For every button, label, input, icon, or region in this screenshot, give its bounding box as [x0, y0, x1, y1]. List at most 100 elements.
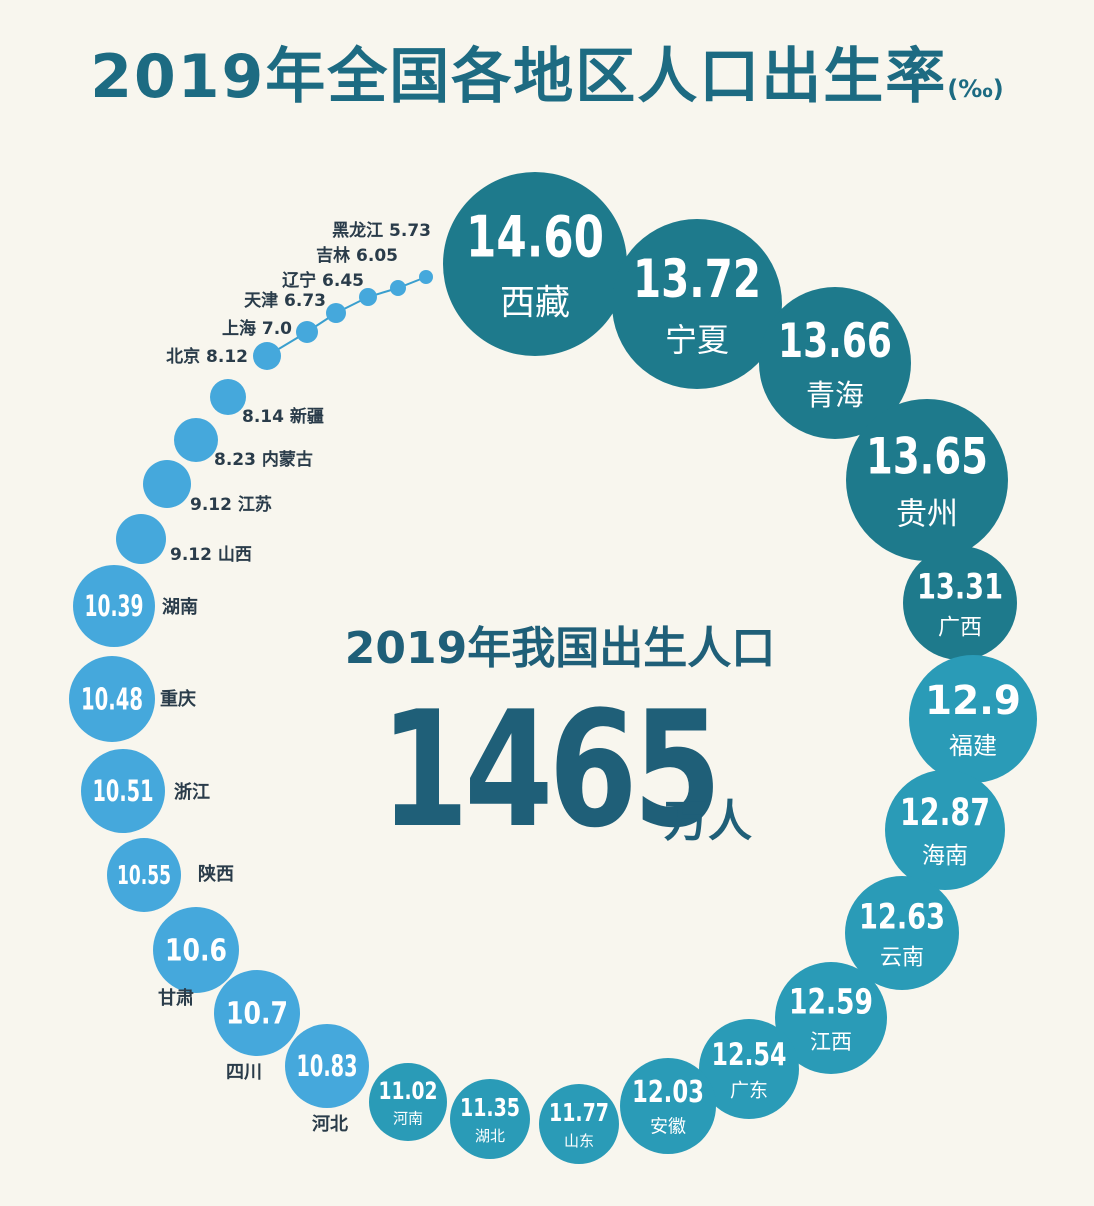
bubble-circle [359, 288, 377, 306]
region-label: 甘肃 [158, 987, 194, 1009]
bubble-黑龙江: 黑龙江 5.73 [332, 220, 433, 284]
bubble-北京: 北京 8.12 [166, 342, 281, 370]
bubble-湖南: 10.39 湖南 [73, 565, 198, 647]
bubble-value: 10.7 [226, 997, 288, 1032]
bubble-circle [296, 321, 318, 343]
bubble-value: 10.55 [117, 861, 171, 891]
bubble-region: 青海 [806, 378, 864, 412]
bubble-辽宁: 辽宁 6.45 [282, 270, 377, 306]
bubble-circle [143, 460, 191, 508]
bubble-value: 12.9 [925, 678, 1021, 724]
bubble-region: 西藏 [500, 284, 570, 324]
bubble-region: 云南 [880, 945, 924, 970]
bubble-circle [116, 514, 166, 564]
bubble-circle [909, 655, 1037, 783]
bubble-广东: 12.54 广东 [699, 1019, 799, 1119]
bubble-陕西: 10.55 陕西 [107, 838, 234, 912]
center-unit: 万人 [664, 796, 752, 847]
bubble-region: 河南 [393, 1109, 423, 1127]
bubble-circle [759, 287, 911, 439]
bubble-value: 12.63 [859, 897, 945, 937]
bubble-circle [450, 1079, 530, 1159]
region-label: 河北 [312, 1114, 348, 1135]
bubble-circle [845, 876, 959, 990]
bubble-福建: 12.9 福建 [909, 655, 1037, 783]
bubble-region: 安徽 [650, 1116, 686, 1137]
region-label: 湖南 [162, 596, 198, 618]
value-region-label: 8.14 新疆 [242, 406, 324, 427]
bubble-value: 12.87 [900, 791, 990, 834]
bubble-circle [253, 342, 281, 370]
bubble-天津: 天津 6.73 [244, 290, 346, 323]
bubble-江苏: 9.12 江苏 [143, 460, 272, 515]
bubble-circle [153, 907, 239, 993]
bubble-region: 广东 [730, 1080, 768, 1102]
bubble-circle [443, 172, 627, 356]
bubble-西藏: 14.60 西藏 [443, 172, 627, 356]
bubble-value: 11.02 [379, 1077, 438, 1105]
bubble-山西: 9.12 山西 [116, 514, 252, 565]
bubble-贵州: 13.65 贵州 [846, 399, 1008, 561]
bubble-circle [885, 770, 1005, 890]
bubble-circle [69, 656, 155, 742]
bubble-region: 山东 [564, 1132, 594, 1150]
bubble-region: 湖北 [475, 1127, 505, 1145]
bubble-value: 14.60 [466, 205, 604, 271]
value-region-label: 上海 7.0 [222, 318, 292, 339]
bubble-上海: 上海 7.0 [222, 318, 318, 343]
value-region-label: 辽宁 6.45 [282, 270, 364, 291]
bubble-value: 10.83 [297, 1049, 358, 1083]
bubble-circle [699, 1019, 799, 1119]
chart-title: 2019年全国各地区人口出生率(‰) [0, 28, 1094, 115]
bubble-河南: 11.02 河南 [369, 1063, 447, 1141]
bubble-value: 12.59 [789, 983, 873, 1023]
bubble-region: 贵州 [896, 497, 958, 533]
value-region-label: 9.12 江苏 [190, 494, 272, 515]
bubble-内蒙古: 8.23 内蒙古 [174, 418, 313, 470]
bubble-value: 13.66 [778, 314, 892, 369]
bubble-value: 10.48 [81, 683, 143, 718]
bubble-circle [846, 399, 1008, 561]
bubble-region: 海南 [922, 843, 968, 869]
bubble-value: 12.03 [632, 1075, 704, 1110]
bubble-circle [775, 962, 887, 1074]
value-region-label: 黑龙江 5.73 [332, 220, 431, 241]
bubble-circle [285, 1024, 369, 1108]
bubble-circle [174, 418, 218, 462]
value-region-label: 北京 8.12 [166, 346, 248, 367]
bubble-四川: 10.7 四川 [214, 970, 300, 1083]
bubble-江西: 12.59 江西 [775, 962, 887, 1074]
value-region-label: 吉林 6.05 [316, 245, 398, 266]
bubble-海南: 12.87 海南 [885, 770, 1005, 890]
bubble-云南: 12.63 云南 [845, 876, 959, 990]
bubble-circle [620, 1058, 716, 1154]
value-region-label: 8.23 内蒙古 [214, 449, 313, 470]
bubble-region: 福建 [949, 732, 997, 760]
region-label: 四川 [226, 1062, 262, 1083]
bubble-circle [73, 565, 155, 647]
title-text: 2019年全国各地区人口出生率 [90, 42, 948, 112]
bubble-value: 13.31 [917, 567, 1003, 607]
bubble-circle [369, 1063, 447, 1141]
bubble-山东: 11.77 山东 [539, 1084, 619, 1164]
bubble-宁夏: 13.72 宁夏 [612, 219, 782, 389]
bubble-circle [210, 379, 246, 415]
title-unit: (‰) [947, 75, 1004, 103]
bubble-circle [419, 270, 433, 284]
bubble-value: 13.72 [633, 249, 761, 310]
bubble-吉林: 吉林 6.05 [316, 245, 406, 296]
value-region-label: 9.12 山西 [170, 545, 252, 565]
bubble-浙江: 10.51 浙江 [81, 749, 210, 833]
bubble-circle [326, 303, 346, 323]
bubble-region: 宁夏 [665, 321, 729, 359]
bubble-value: 11.35 [460, 1093, 520, 1122]
bubble-value: 13.65 [866, 428, 988, 486]
bubble-circle [107, 838, 181, 912]
bubble-河北: 10.83 河北 [285, 1024, 369, 1135]
bubble-circle [612, 219, 782, 389]
bubble-青海: 13.66 青海 [759, 287, 911, 439]
bubble-circle [903, 546, 1017, 660]
bubble-circle [390, 280, 406, 296]
